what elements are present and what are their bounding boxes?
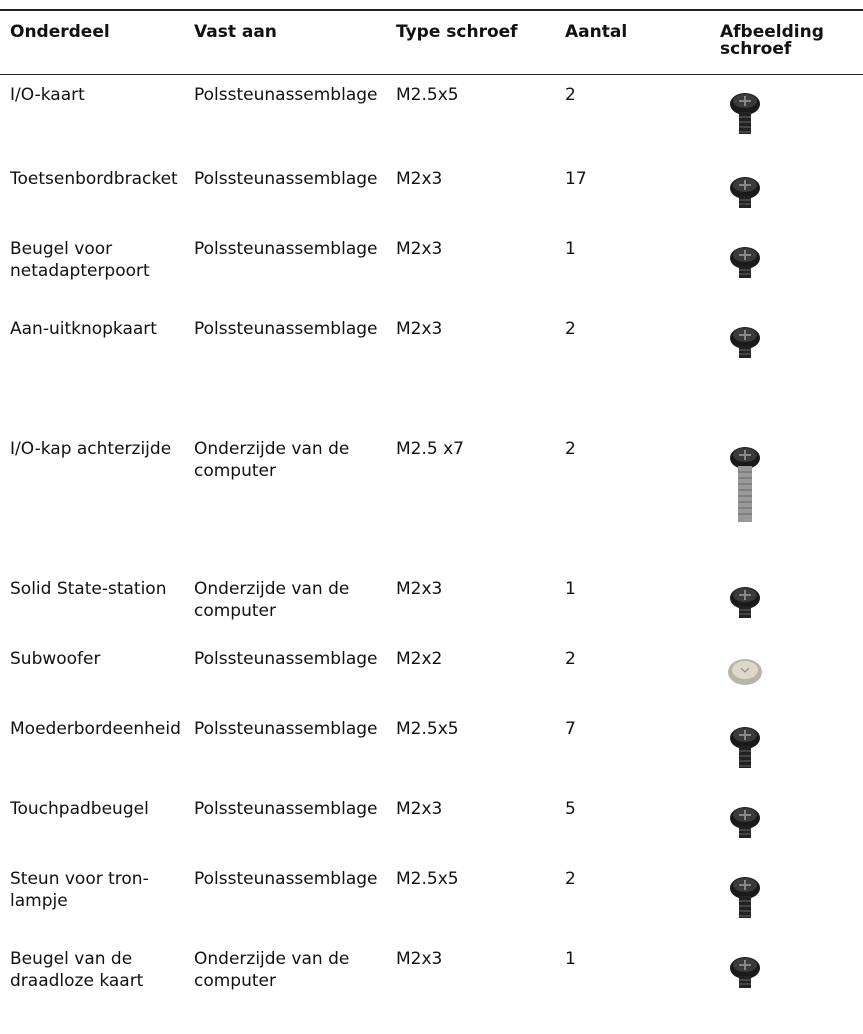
page: Onderdeel Vast aan Type schroef Aantal Afbee… — [0, 0, 863, 1007]
table-cell: Polssteunassemblage — [194, 168, 384, 190]
table-cell: 1 — [565, 578, 705, 600]
table-cell: Beugel van de draadloze kaart — [10, 948, 186, 992]
table-cell: 2 — [565, 84, 705, 106]
screw-image — [725, 90, 765, 170]
table-cell: 1 — [565, 948, 705, 970]
screw-image — [725, 804, 765, 884]
table-cell: 2 — [565, 318, 705, 340]
table-cell: 1 — [565, 238, 705, 260]
table-cell: Subwoofer — [10, 648, 186, 670]
column-header: Aantal — [565, 24, 705, 41]
table-cell: M2x3 — [396, 168, 556, 190]
column-header: Afbeelding schroef — [720, 24, 840, 58]
table-cell: I/O-kap achterzijde — [10, 438, 186, 460]
screw-image — [725, 174, 765, 254]
table-cell: I/O-kaart — [10, 84, 186, 106]
screw-image — [725, 244, 765, 324]
table-cell: Toetsenbordbracket — [10, 168, 186, 190]
table-cell: M2x3 — [396, 578, 556, 600]
header-rule — [0, 74, 863, 75]
table-cell: M2x3 — [396, 798, 556, 820]
table-cell: M2x3 — [396, 948, 556, 970]
screw-image — [725, 444, 765, 524]
screw-image — [725, 954, 765, 1034]
table-cell: Polssteunassemblage — [194, 238, 384, 260]
screw-image — [725, 724, 765, 804]
table-cell: M2x2 — [396, 648, 556, 670]
screw-image — [725, 324, 765, 404]
table-cell: Moederbordeenheid — [10, 718, 186, 740]
table-cell: 2 — [565, 868, 705, 890]
column-header: Vast aan — [194, 24, 384, 41]
column-header: Type schroef — [396, 24, 556, 41]
table-cell: Polssteunassemblage — [194, 84, 384, 106]
table-cell: Polssteunassemblage — [194, 718, 384, 740]
table-cell: Aan-uitknopkaart — [10, 318, 186, 340]
table-cell: M2x3 — [396, 318, 556, 340]
table-cell: Polssteunassemblage — [194, 798, 384, 820]
table-cell: 5 — [565, 798, 705, 820]
table-cell: M2.5 x7 — [396, 438, 556, 460]
table-cell: M2.5x5 — [396, 718, 556, 740]
table-cell: Beugel voor netadapterpoort — [10, 238, 186, 282]
table-cell: Touchpadbeugel — [10, 798, 186, 820]
table-cell: M2.5x5 — [396, 84, 556, 106]
table-cell: 7 — [565, 718, 705, 740]
table-cell: Onderzijde van de computer — [194, 948, 384, 992]
screw-image — [725, 584, 765, 664]
table-cell: Onderzijde van de computer — [194, 578, 384, 622]
table-cell: 17 — [565, 168, 705, 190]
table-cell: 2 — [565, 438, 705, 460]
table-cell: Polssteunassemblage — [194, 318, 384, 340]
table-cell: Polssteunassemblage — [194, 648, 384, 670]
table-cell: M2.5x5 — [396, 868, 556, 890]
table-cell: 2 — [565, 648, 705, 670]
screw-image — [725, 654, 765, 734]
screw-image — [725, 874, 765, 954]
column-header: Onderdeel — [10, 24, 186, 41]
table-cell: M2x3 — [396, 238, 556, 260]
table-cell: Onderzijde van de computer — [194, 438, 384, 482]
table-cell: Steun voor tron-lampje — [10, 868, 186, 912]
table-cell: Solid State-station — [10, 578, 186, 600]
table-top-rule — [0, 9, 863, 11]
table-cell: Polssteunassemblage — [194, 868, 384, 890]
